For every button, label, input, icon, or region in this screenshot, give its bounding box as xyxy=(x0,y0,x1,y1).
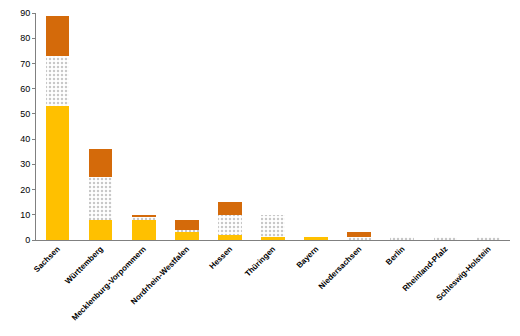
svg-text:Berlin: Berlin xyxy=(384,244,406,266)
svg-text:Nordrhein-Westfalen: Nordrhein-Westfalen xyxy=(129,244,191,306)
svg-text:Thüringen: Thüringen xyxy=(243,244,277,278)
svg-text:20: 20 xyxy=(20,185,30,195)
svg-text:0: 0 xyxy=(25,235,30,245)
svg-text:50: 50 xyxy=(20,109,30,119)
svg-text:Rheinland-Pfalz: Rheinland-Pfalz xyxy=(401,244,450,293)
svg-text:80: 80 xyxy=(20,33,30,43)
svg-text:Hessen: Hessen xyxy=(208,244,235,271)
svg-text:Württemberg: Württemberg xyxy=(63,244,105,286)
svg-text:Schleswig-Holstein: Schleswig-Holstein xyxy=(434,244,492,302)
svg-text:Bayern: Bayern xyxy=(295,244,321,270)
svg-text:40: 40 xyxy=(20,134,30,144)
svg-text:60: 60 xyxy=(20,84,30,94)
svg-text:90: 90 xyxy=(20,8,30,18)
svg-text:Mecklenburg-Vorpommern: Mecklenburg-Vorpommern xyxy=(70,244,148,322)
svg-text:Niedersachsen: Niedersachsen xyxy=(317,244,364,291)
svg-text:70: 70 xyxy=(20,59,30,69)
svg-text:10: 10 xyxy=(20,210,30,220)
svg-text:30: 30 xyxy=(20,159,30,169)
svg-text:Sachsen: Sachsen xyxy=(32,244,62,274)
